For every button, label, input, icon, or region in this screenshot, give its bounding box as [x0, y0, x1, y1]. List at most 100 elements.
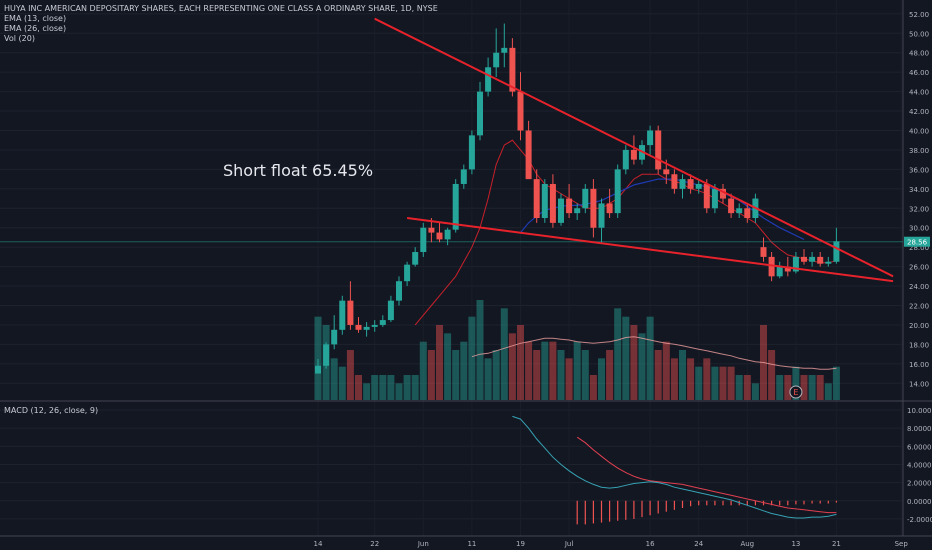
price-tick-label: 34.00	[909, 186, 929, 194]
candle-body	[582, 188, 589, 209]
macd-histogram-bar	[835, 500, 837, 503]
volume-bar	[363, 383, 371, 400]
macd-tick-label: 0.0000	[907, 498, 932, 506]
candle-body	[501, 47, 508, 53]
macd-tick-label: 10.0000	[907, 407, 932, 415]
price-tick-label: 14.00	[909, 380, 929, 388]
volume-bar	[346, 350, 354, 400]
ema13-legend[interactable]: EMA (13, close)	[4, 14, 67, 23]
candle-body	[412, 252, 419, 265]
macd-histogram-bar	[746, 500, 748, 506]
volume-bar	[743, 375, 751, 400]
candle-body	[315, 365, 321, 374]
ema26-legend[interactable]: EMA (26, close)	[4, 24, 67, 33]
price-tick-label: 28.00	[909, 244, 929, 252]
volume-bar	[557, 350, 565, 400]
time-tick-label: 21	[832, 540, 841, 548]
time-tick-label: 14	[314, 540, 323, 548]
candlesticks	[315, 23, 840, 374]
candle-body	[549, 183, 556, 223]
macd-tick-label: -2.0000	[907, 516, 932, 524]
volume-bar	[338, 366, 346, 400]
last-price-value: 28.56	[907, 239, 928, 247]
volume-bar	[581, 350, 589, 400]
macd-histogram-bar	[795, 500, 797, 505]
macd-legend[interactable]: MACD (12, 26, close, 9)	[4, 406, 99, 415]
volume-bar	[589, 375, 597, 400]
candle-body	[647, 130, 654, 146]
volume-bar	[824, 383, 832, 400]
candle-body	[436, 232, 443, 240]
candle-body	[760, 247, 767, 257]
candle-body	[566, 198, 573, 214]
volume-bar	[379, 375, 387, 400]
volume-bar	[606, 350, 614, 400]
short-float-annotation: Short float 65.45%	[223, 161, 374, 180]
candle-body	[744, 208, 751, 218]
time-tick-label: Jul	[564, 540, 574, 548]
volume-bar	[468, 316, 476, 400]
volume-bar	[387, 375, 395, 400]
volume-bar	[776, 375, 784, 400]
volume-bar	[654, 350, 662, 400]
macd-histogram-bar	[754, 500, 756, 506]
time-tick-label: 24	[694, 540, 703, 548]
earnings-marker[interactable]	[789, 385, 803, 399]
volume-bar	[703, 358, 711, 400]
last-price-badge	[904, 236, 930, 247]
volume-bar	[403, 375, 411, 400]
time-tick-label: Jun	[417, 540, 429, 548]
candle-body	[460, 169, 467, 184]
candle-body	[776, 266, 783, 277]
price-tick-label: 30.00	[909, 225, 929, 233]
macd-histogram-bar	[787, 500, 789, 506]
volume-bar	[395, 383, 403, 400]
candle-body	[703, 183, 710, 209]
volume-bar	[314, 316, 322, 400]
candle-body	[404, 264, 411, 282]
candle-body	[606, 203, 613, 214]
macd-histogram-bar	[730, 500, 732, 506]
macd-histogram-bar	[576, 500, 578, 525]
candle-body	[558, 198, 564, 223]
candle-body	[509, 47, 516, 92]
volume-bar	[768, 350, 776, 400]
macd-histogram-bar	[625, 500, 627, 520]
volume-bar	[622, 316, 630, 400]
candle-body	[477, 91, 483, 136]
price-tick-label: 48.00	[909, 50, 929, 58]
candle-body	[387, 300, 394, 321]
volume-bar	[427, 350, 435, 400]
earnings-marker-label: E	[793, 388, 798, 397]
macd-histogram-bar	[771, 500, 773, 506]
time-tick-label: 22	[370, 540, 379, 548]
macd-histogram-bar	[779, 500, 781, 506]
price-tick-label: 16.00	[909, 361, 929, 369]
candle-body	[784, 266, 791, 272]
macd-histogram-bar	[722, 500, 724, 506]
volume-bar	[598, 358, 605, 400]
candle-body	[525, 130, 532, 180]
candle-body	[825, 261, 832, 264]
time-tick-label: Aug	[740, 540, 754, 548]
candle-body	[598, 203, 605, 228]
volume-bar	[687, 358, 695, 400]
candle-body	[614, 169, 621, 214]
ema-lines	[0, 139, 903, 326]
candle-body	[468, 135, 475, 170]
macd-histogram-bar	[633, 500, 635, 519]
volume-bar	[460, 341, 468, 400]
macd-histogram-bar	[592, 500, 594, 524]
volume-bar	[638, 333, 646, 400]
candle-body	[809, 256, 816, 262]
price-tick-label: 36.00	[909, 166, 929, 174]
volume-bar	[484, 358, 492, 400]
volume-legend[interactable]: Vol (20)	[4, 34, 35, 43]
price-tick-label: 32.00	[909, 205, 929, 213]
candle-body	[768, 256, 775, 277]
macd-histogram-bar	[600, 500, 603, 523]
volume-bar	[792, 366, 800, 400]
candle-body	[371, 324, 378, 327]
volume-bar	[411, 375, 419, 400]
